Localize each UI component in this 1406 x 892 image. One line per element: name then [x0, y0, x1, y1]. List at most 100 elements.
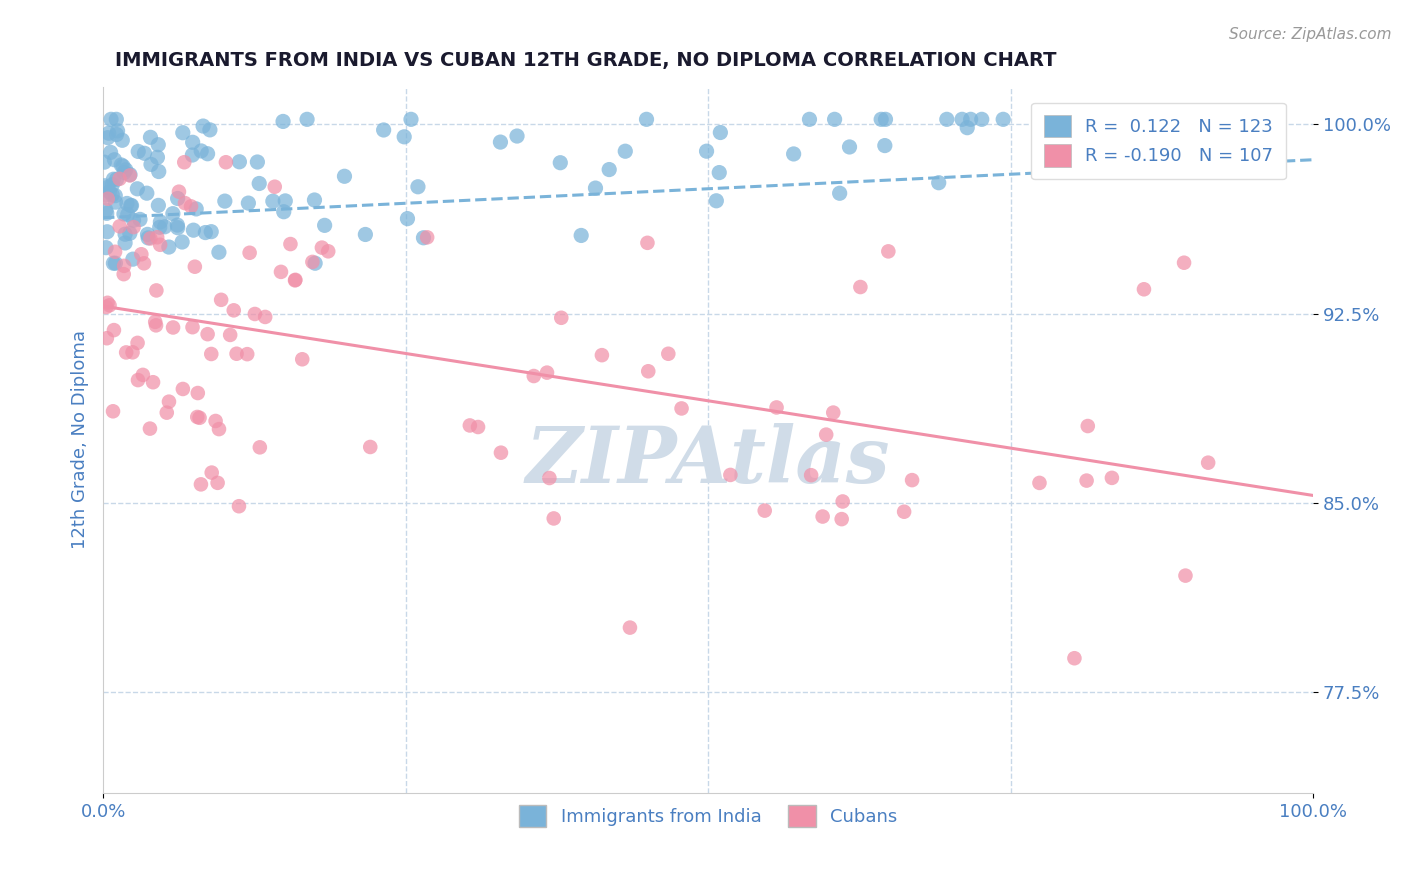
Point: [970, 112, 993, 127]
Point: [1101, 471, 1123, 485]
Point: [181, 136, 204, 150]
Point: [104, 195, 127, 210]
Point: [131, 247, 153, 261]
Point: [392, 129, 415, 144]
Point: [704, 194, 727, 208]
Point: [506, 129, 529, 144]
Point: [823, 406, 845, 420]
Point: [489, 446, 512, 460]
Point: [295, 112, 318, 127]
Point: [538, 471, 561, 485]
Point: [108, 171, 131, 186]
Point: [100, 112, 122, 127]
Point: [127, 373, 149, 387]
Point: [139, 422, 162, 436]
Point: [96, 225, 118, 239]
Point: [162, 320, 184, 334]
Point: [118, 169, 141, 183]
Point: [194, 226, 217, 240]
Point: [811, 509, 834, 524]
Point: [157, 240, 180, 254]
Point: [396, 211, 419, 226]
Point: [636, 112, 658, 127]
Point: [121, 345, 143, 359]
Point: [112, 267, 135, 281]
Point: [467, 420, 489, 434]
Point: [172, 382, 194, 396]
Point: [209, 293, 232, 307]
Point: [274, 194, 297, 208]
Point: [100, 145, 122, 160]
Point: [709, 126, 731, 140]
Point: [291, 352, 314, 367]
Point: [928, 176, 950, 190]
Point: [157, 394, 180, 409]
Point: [96, 300, 118, 314]
Point: [1077, 419, 1099, 434]
Point: [142, 376, 165, 390]
Point: [935, 112, 957, 127]
Point: [94, 241, 117, 255]
Point: [98, 185, 121, 199]
Point: [214, 194, 236, 208]
Point: [104, 244, 127, 259]
Point: [657, 347, 679, 361]
Point: [815, 427, 838, 442]
Point: [598, 162, 620, 177]
Point: [304, 256, 326, 270]
Point: [183, 223, 205, 237]
Point: [127, 335, 149, 350]
Point: [238, 196, 260, 211]
Point: [569, 228, 592, 243]
Point: [198, 123, 221, 137]
Point: [550, 310, 572, 325]
Point: [94, 188, 117, 202]
Point: [950, 112, 973, 127]
Point: [406, 179, 429, 194]
Point: [416, 230, 439, 244]
Point: [228, 154, 250, 169]
Point: [173, 155, 195, 169]
Point: [1076, 474, 1098, 488]
Point: [107, 124, 129, 138]
Point: [97, 192, 120, 206]
Point: [877, 244, 900, 259]
Point: [101, 404, 124, 418]
Point: [718, 467, 741, 482]
Point: [143, 315, 166, 329]
Point: [186, 202, 208, 216]
Point: [134, 146, 156, 161]
Point: [204, 414, 226, 428]
Point: [316, 244, 339, 259]
Point: [166, 218, 188, 232]
Point: [132, 256, 155, 270]
Point: [262, 194, 284, 209]
Point: [619, 621, 641, 635]
Point: [782, 147, 804, 161]
Point: [873, 138, 896, 153]
Text: IMMIGRANTS FROM INDIA VS CUBAN 12TH GRADE, NO DIPLOMA CORRELATION CHART: IMMIGRANTS FROM INDIA VS CUBAN 12TH GRAD…: [115, 51, 1057, 70]
Point: [243, 307, 266, 321]
Point: [208, 245, 231, 260]
Point: [838, 140, 860, 154]
Point: [301, 255, 323, 269]
Point: [103, 153, 125, 167]
Point: [219, 327, 242, 342]
Point: [263, 179, 285, 194]
Legend: Immigrants from India, Cubans: Immigrants from India, Cubans: [512, 797, 904, 834]
Point: [1197, 456, 1219, 470]
Point: [114, 235, 136, 250]
Point: [156, 406, 179, 420]
Point: [114, 227, 136, 242]
Point: [97, 126, 120, 140]
Point: [115, 345, 138, 359]
Point: [536, 366, 558, 380]
Point: [901, 473, 924, 487]
Point: [993, 112, 1015, 127]
Point: [754, 503, 776, 517]
Point: [172, 235, 194, 249]
Point: [93, 178, 115, 193]
Point: [153, 219, 176, 234]
Point: [831, 512, 853, 526]
Point: [399, 112, 422, 127]
